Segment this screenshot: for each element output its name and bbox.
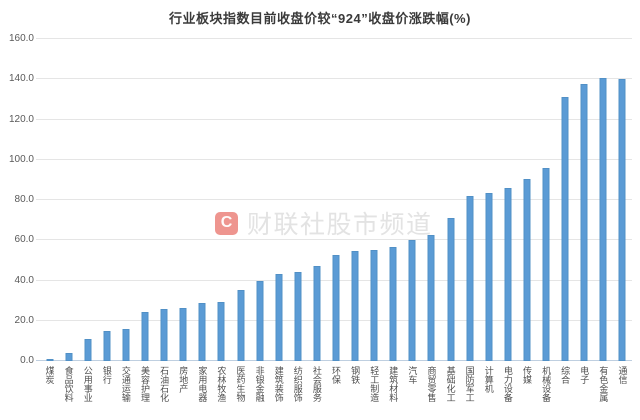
bar bbox=[351, 250, 359, 361]
bar bbox=[466, 195, 474, 361]
x-tick-label: 计算机 bbox=[483, 366, 494, 393]
bar bbox=[217, 302, 225, 361]
x-tick-label: 公用事业 bbox=[82, 366, 93, 402]
gridline bbox=[36, 158, 632, 160]
y-tick-label: 40.0 bbox=[14, 274, 34, 286]
y-tick-label: 80.0 bbox=[14, 194, 34, 205]
x-tick-label: 电子 bbox=[579, 366, 590, 384]
bar bbox=[46, 359, 54, 361]
bar bbox=[313, 265, 321, 361]
bar bbox=[275, 273, 283, 361]
bar bbox=[427, 235, 435, 361]
bar bbox=[237, 290, 245, 361]
x-tick-label: 食品饮料 bbox=[63, 366, 74, 402]
y-axis: 0.0 20.0 40.0 60.0 80.0 100.0 120.0 140.0 160.0 bbox=[0, 33, 34, 366]
x-tick-label: 农林牧渔 bbox=[216, 366, 227, 402]
bar bbox=[160, 309, 168, 361]
bar bbox=[122, 329, 130, 361]
bar bbox=[618, 79, 626, 361]
x-tick-label: 商贸零售 bbox=[426, 366, 437, 402]
x-tick-label: 非银金融 bbox=[254, 366, 265, 402]
x-tick-label: 环保 bbox=[331, 366, 341, 384]
bar bbox=[332, 255, 340, 361]
bar bbox=[447, 218, 455, 361]
y-tick-label: 160.0 bbox=[8, 33, 34, 44]
x-tick-label: 轻工制造 bbox=[369, 366, 380, 402]
x-tick-label: 社会服务 bbox=[311, 366, 322, 402]
bar bbox=[504, 187, 512, 361]
y-tick-label: 140.0 bbox=[8, 73, 34, 85]
gridline bbox=[36, 118, 632, 120]
x-tick-label: 医药生物 bbox=[235, 366, 246, 402]
bar bbox=[580, 84, 588, 361]
x-tick-label: 通信 bbox=[617, 366, 628, 384]
bar bbox=[198, 303, 206, 361]
bar bbox=[141, 311, 149, 361]
watermark: C 财联社股市频道 bbox=[215, 205, 433, 241]
bar bbox=[179, 307, 187, 361]
x-axis-labels: 煤炭 食品饮料 公用事业 银行 交通运输 美容护理 石油石化 房地产 家用电器 农林牧渔 医药生物非… bbox=[40, 364, 632, 420]
bar bbox=[65, 352, 73, 361]
x-tick-label: 建筑材料 bbox=[388, 366, 399, 402]
x-tick-label: 纺织服饰 bbox=[292, 366, 303, 402]
watermark-text: 财联社股市频道 bbox=[247, 211, 433, 239]
x-tick-label: 有色金属 bbox=[598, 366, 609, 402]
y-tick-label: 0.0 bbox=[20, 355, 34, 366]
x-tick-label: 汽车 bbox=[407, 366, 418, 384]
x-tick-label: 家用电器 bbox=[197, 366, 208, 402]
x-tick-label: 美容护理 bbox=[140, 366, 151, 402]
bar bbox=[84, 339, 92, 361]
x-tick-label: 交通运输 bbox=[120, 366, 131, 402]
bar bbox=[485, 192, 493, 361]
bar bbox=[256, 280, 264, 361]
bar bbox=[294, 272, 302, 361]
x-tick-label: 建筑装饰 bbox=[273, 366, 284, 402]
bar bbox=[389, 246, 397, 361]
plot-area: C 财联社股市频道 bbox=[36, 38, 632, 361]
x-tick-label: 综合 bbox=[560, 366, 571, 384]
bar bbox=[561, 96, 569, 361]
gridline bbox=[36, 78, 632, 80]
bar bbox=[542, 168, 550, 361]
gridline bbox=[36, 38, 632, 39]
cailianshe-logo-icon: C bbox=[215, 211, 238, 235]
x-tick-label: 机械设备 bbox=[541, 366, 552, 402]
x-tick-label: 基础化工 bbox=[445, 366, 456, 402]
x-tick-label: 银行 bbox=[101, 366, 112, 384]
gridline bbox=[36, 239, 632, 241]
bar bbox=[523, 179, 531, 361]
x-tick-label: 石油石化 bbox=[159, 366, 170, 402]
y-tick-label: 60.0 bbox=[14, 234, 34, 246]
bar bbox=[599, 78, 607, 361]
bar bbox=[408, 240, 416, 361]
gridline bbox=[36, 199, 632, 200]
x-tick-label: 房地产 bbox=[178, 366, 189, 393]
bars-layer bbox=[40, 39, 632, 361]
x-tick-label: 国防军工 bbox=[464, 366, 475, 402]
x-tick-label: 传媒 bbox=[521, 366, 532, 384]
y-tick-label: 20.0 bbox=[14, 314, 34, 326]
x-tick-label: 煤炭 bbox=[44, 366, 55, 384]
x-tick-label: 钢铁 bbox=[350, 366, 361, 384]
chart-title: 行业板块指数目前收盘价较“924”收盘价涨跌幅(%) bbox=[169, 11, 471, 26]
y-tick-label: 120.0 bbox=[8, 113, 34, 125]
bar bbox=[370, 249, 378, 361]
bar bbox=[103, 330, 111, 361]
x-tick-label: 电力设备 bbox=[502, 366, 513, 402]
y-tick-label: 100.0 bbox=[8, 153, 34, 165]
